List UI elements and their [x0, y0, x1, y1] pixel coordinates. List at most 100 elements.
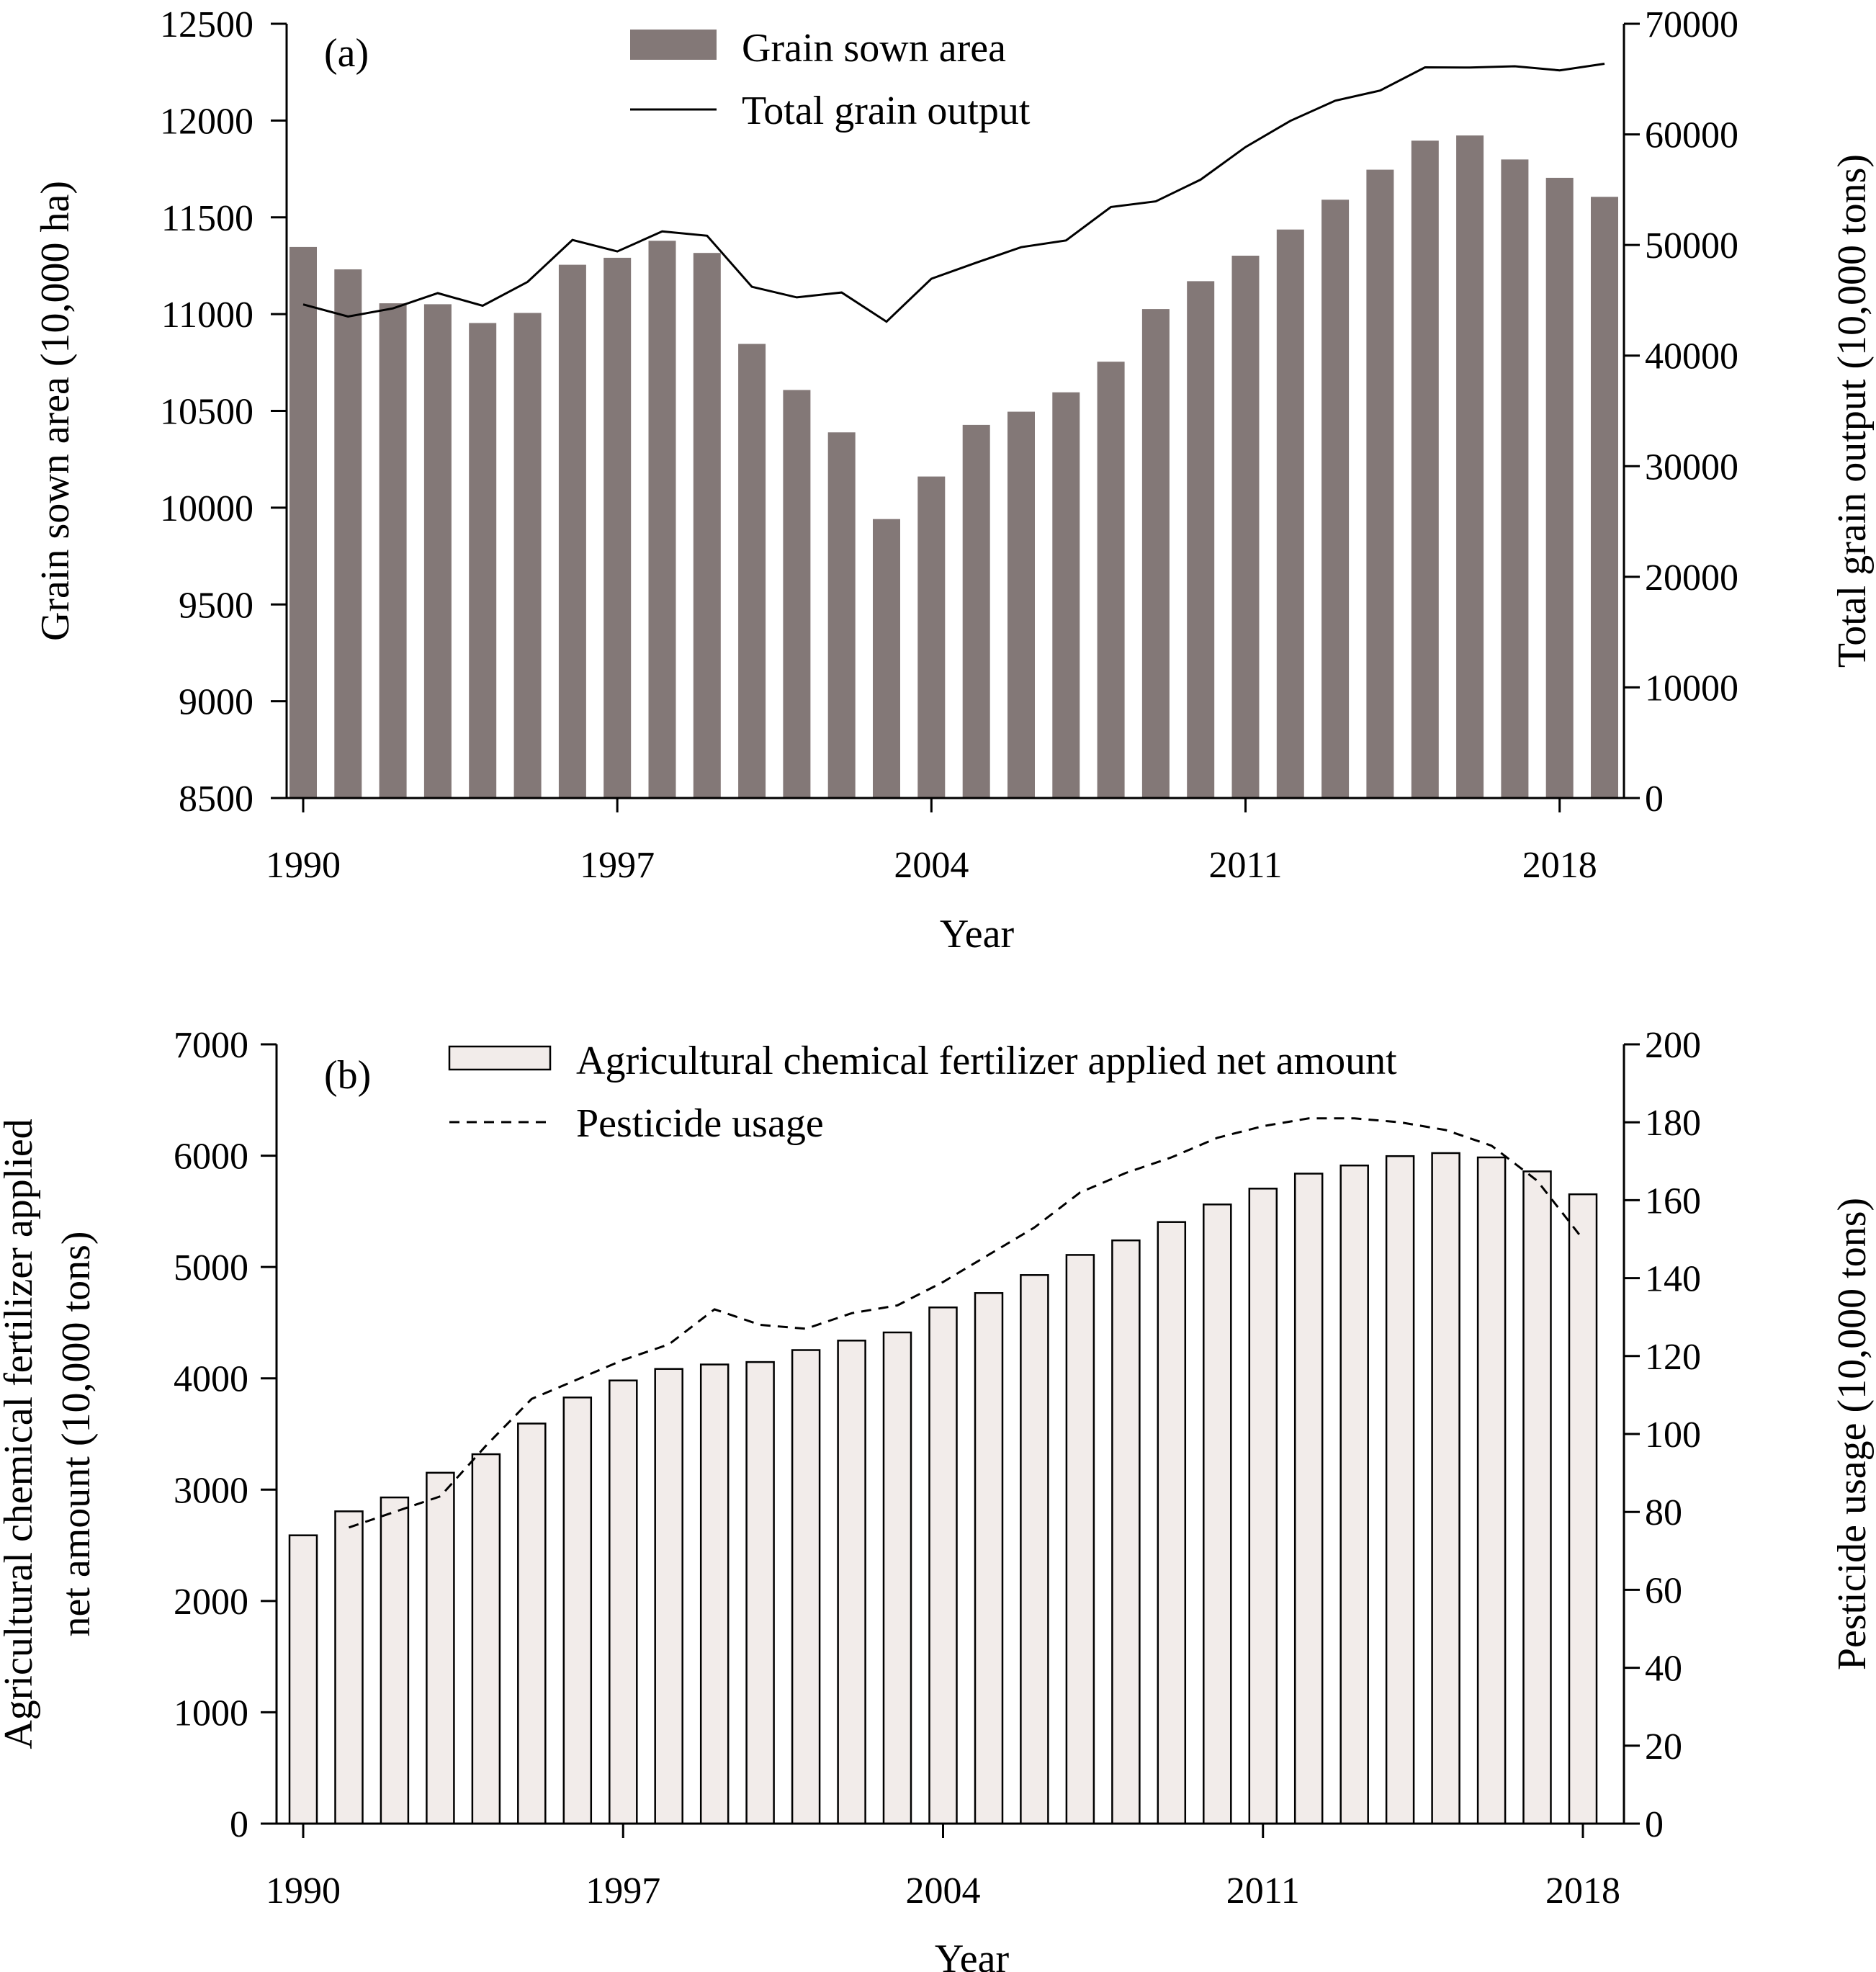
bar-1993 — [426, 1471, 455, 1825]
y-tick-label-left: 0 — [230, 1804, 248, 1845]
legend-label-bar: Grain sown area — [742, 26, 1006, 71]
y-tick-label-right: 20000 — [1645, 557, 1738, 599]
bar-2016 — [1456, 135, 1484, 799]
y-tick-label-right: 200 — [1645, 1025, 1701, 1066]
bar-1999 — [693, 253, 721, 798]
y-tick-label-left: 2000 — [174, 1582, 248, 1623]
bar-2007 — [1065, 1254, 1095, 1825]
bar-1991 — [334, 1510, 364, 1825]
bar-1994 — [471, 1453, 501, 1825]
y-tick-label-right: 100 — [1645, 1415, 1701, 1456]
bar-2008 — [1111, 1239, 1141, 1825]
x-tick-label: 2004 — [894, 845, 969, 886]
y-tick-label-right: 160 — [1645, 1180, 1701, 1222]
y-tick-label-left: 3000 — [174, 1470, 248, 1511]
bar-1995 — [517, 1422, 547, 1825]
bar-2009 — [1141, 309, 1170, 799]
bar-1998 — [654, 1368, 683, 1825]
legend-label-line: Pesticide usage — [576, 1101, 824, 1146]
bar-2015 — [1411, 140, 1439, 799]
y-tick-label-right: 80 — [1645, 1492, 1682, 1533]
y-tick-label-right: 30000 — [1645, 447, 1738, 488]
bar-2003 — [873, 519, 900, 798]
bar-2017 — [1522, 1170, 1552, 1825]
bar-2000 — [745, 1361, 775, 1825]
x-tick-label: 2004 — [906, 1870, 981, 1912]
x-tick-label: 2011 — [1226, 1870, 1300, 1912]
y-tick-label-right: 60000 — [1645, 115, 1738, 156]
bar-2013 — [1339, 1164, 1369, 1825]
y-tick-label-right: 0 — [1645, 1804, 1664, 1845]
y-tick-label-right: 70000 — [1645, 4, 1738, 45]
bar-2001 — [791, 1349, 821, 1825]
x-axis-title: Year — [935, 1937, 1010, 1972]
bar-1999 — [699, 1363, 730, 1825]
y-tick-label-right: 20 — [1645, 1726, 1682, 1767]
bar-1998 — [648, 241, 676, 798]
bar-2005 — [974, 1292, 1004, 1825]
bar-2006 — [1020, 1274, 1049, 1825]
x-tick-label: 1997 — [580, 845, 655, 886]
bar-1995 — [513, 313, 542, 798]
bar-2002 — [837, 1340, 866, 1825]
legend-swatch-bar — [630, 30, 717, 60]
y-tick-label-left: 4000 — [174, 1359, 248, 1400]
y-tick-label-left: 12000 — [160, 101, 253, 142]
bar-2005 — [962, 424, 990, 798]
bar-2012 — [1276, 229, 1304, 798]
bar-2016 — [1476, 1156, 1507, 1825]
panel-a-grain-chart: 8500 9000 9500 10000 10500 11000 11500 12000 125… — [33, 4, 1875, 956]
bar-2011 — [1248, 1188, 1278, 1825]
bar-2009 — [1157, 1221, 1187, 1825]
bar-1996 — [558, 264, 586, 799]
y-tick-label-right: 140 — [1645, 1259, 1701, 1300]
panel-label: (b) — [324, 1053, 371, 1098]
panel-b-fertilizer-chart: 0 1000 2000 3000 4000 5000 6000 7000 0 20 40 60 80 10… — [0, 1025, 1875, 1972]
bar-2014 — [1366, 169, 1394, 799]
bar-2011 — [1231, 256, 1260, 798]
y-tick-label-right: 0 — [1645, 779, 1664, 820]
legend-swatch-bar — [448, 1045, 552, 1071]
panel-label: (a) — [324, 31, 369, 76]
y-tick-label-left: 10500 — [160, 392, 253, 433]
y-tick-label-right: 40000 — [1645, 336, 1738, 377]
bar-1994 — [469, 323, 497, 798]
x-tick-label: 1997 — [585, 1870, 660, 1912]
x-tick-label: 2018 — [1522, 845, 1597, 886]
y-tick-label-right: 60 — [1645, 1570, 1682, 1611]
bar-2004 — [928, 1307, 958, 1825]
bar-1990 — [290, 246, 317, 798]
y-tick-label-right: 10000 — [1645, 668, 1738, 709]
bar-2007 — [1052, 392, 1080, 798]
y2-axis-title: Total grain output (10,000 tons) — [1830, 154, 1875, 668]
y-tick-label-left: 11500 — [161, 198, 253, 239]
y-axis-title-line-2: net amount (10,000 tons) — [54, 1231, 99, 1636]
y-tick-label-right: 120 — [1645, 1337, 1701, 1378]
x-tick-label: 1990 — [266, 845, 341, 886]
bar-2018 — [1545, 177, 1574, 798]
bar-2003 — [882, 1331, 912, 1825]
bar-1993 — [423, 304, 452, 798]
pesticide-usage-line — [349, 1117, 1584, 1529]
x-tick-label: 1990 — [266, 1870, 341, 1912]
bar-2006 — [1007, 411, 1035, 798]
bar-2000 — [738, 344, 766, 798]
bar-2002 — [827, 432, 856, 798]
bar-2010 — [1187, 281, 1215, 798]
bar-1990 — [288, 1534, 318, 1825]
y-axis-title-line-1: Agricultural chemical fertilizer applied — [0, 1119, 41, 1749]
total-grain-output-line — [302, 63, 1605, 323]
bar-1992 — [379, 303, 407, 799]
bar-1991 — [334, 269, 362, 798]
y-tick-label-left: 9500 — [179, 585, 253, 626]
y-tick-label-right: 40 — [1645, 1649, 1682, 1690]
y-tick-label-right: 50000 — [1645, 225, 1738, 266]
y-tick-label-left: 10000 — [160, 488, 253, 529]
bar-2014 — [1385, 1155, 1415, 1825]
bar-2001 — [783, 390, 811, 798]
bar-2012 — [1293, 1173, 1324, 1825]
legend-label-bar: Agricultural chemical fertilizer applied… — [576, 1039, 1397, 1083]
y-tick-label-left: 8500 — [179, 779, 253, 820]
bar-2017 — [1501, 159, 1529, 798]
